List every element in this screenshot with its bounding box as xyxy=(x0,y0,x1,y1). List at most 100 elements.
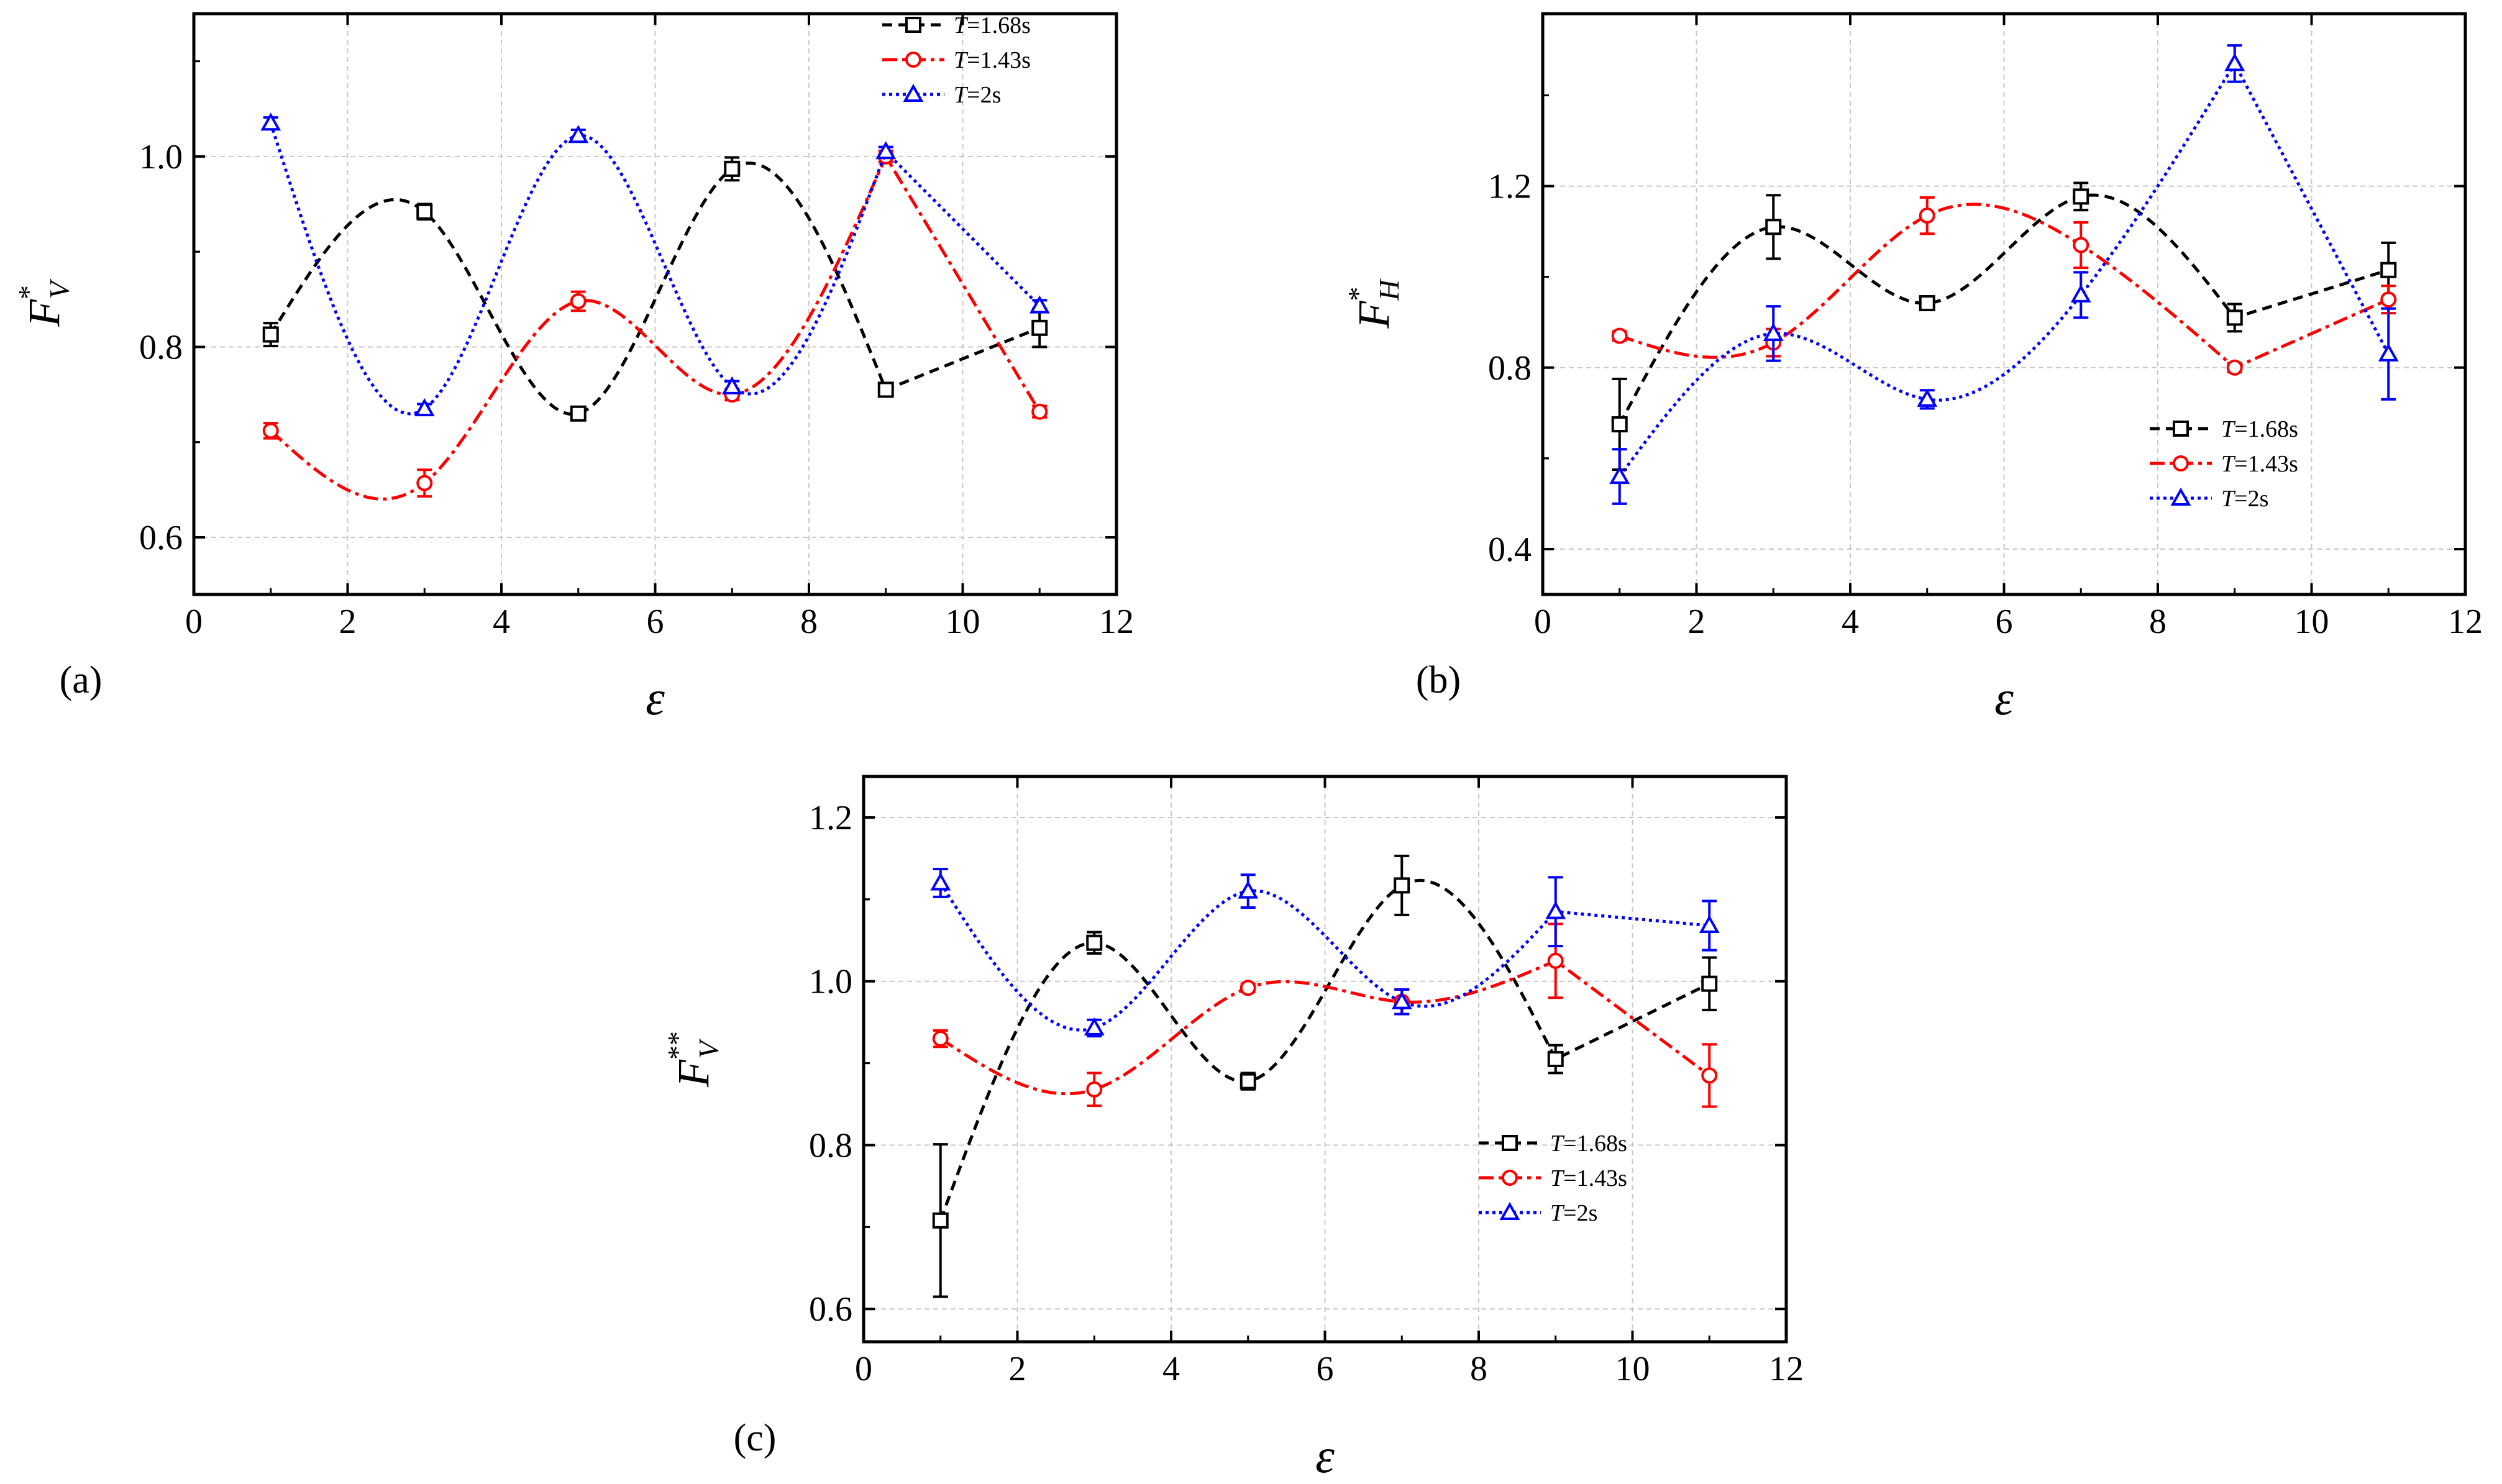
data-point xyxy=(570,405,587,422)
data-point xyxy=(416,475,433,491)
x-axis-title: ε xyxy=(1315,1429,1335,1483)
series-curve xyxy=(1619,203,2390,370)
data-point xyxy=(875,141,897,160)
y-tick-label: 0.6 xyxy=(809,1290,852,1329)
series-3 xyxy=(260,112,1050,417)
y-tick-label: 1.2 xyxy=(809,799,852,837)
legend-label: T=1.68s xyxy=(1550,1131,1627,1157)
legend-marker xyxy=(1499,1201,1520,1220)
y-axis-title-base: F xyxy=(669,1059,718,1088)
x-axis-title: ε xyxy=(1994,671,2014,725)
x-tick-label: 6 xyxy=(1317,1350,1334,1388)
x-tick-label: 4 xyxy=(1162,1350,1180,1388)
legend-marker xyxy=(2173,421,2189,437)
data-point xyxy=(1391,991,1412,1009)
y-tick-label: 0.4 xyxy=(1488,530,1532,569)
y-tick-label: 0.8 xyxy=(1488,349,1532,388)
x-tick-label: 2 xyxy=(339,603,357,641)
data-point xyxy=(877,381,894,398)
data-point xyxy=(2380,262,2397,278)
legend-label: T=1.43s xyxy=(1550,1165,1627,1191)
x-tick-label: 6 xyxy=(647,603,664,641)
x-tick-label: 2 xyxy=(1688,603,1705,641)
data-point xyxy=(1547,952,1564,969)
legend-marker xyxy=(905,17,921,33)
data-point xyxy=(724,160,741,177)
legend-value: =1.68s xyxy=(2234,416,2298,442)
data-point xyxy=(1763,322,1784,341)
legend-value: =1.68s xyxy=(1563,1131,1627,1157)
data-point xyxy=(1238,880,1259,899)
data-point xyxy=(1919,207,1935,224)
data-point xyxy=(1611,416,1628,433)
x-tick-label: 12 xyxy=(2448,603,2483,641)
y-axis-title-sub: V xyxy=(693,1038,724,1058)
series-1 xyxy=(262,156,1048,422)
data-point xyxy=(1086,934,1103,951)
data-point xyxy=(2378,343,2399,362)
y-tick-label: 0.6 xyxy=(139,519,183,557)
x-tick-label: 0 xyxy=(1534,603,1551,641)
data-point xyxy=(2073,237,2089,253)
data-point xyxy=(1701,1067,1718,1084)
legend-label: T=1.68s xyxy=(954,12,1031,39)
data-point xyxy=(570,293,587,309)
y-axis-title-sub: H xyxy=(1373,278,1405,301)
data-point xyxy=(568,125,589,143)
data-point xyxy=(1240,1073,1256,1090)
data-point xyxy=(2226,359,2243,376)
legend-var: T xyxy=(2221,416,2236,442)
data-point xyxy=(1547,1051,1564,1067)
x-tick-label: 12 xyxy=(1099,603,1134,641)
series-2 xyxy=(262,148,1048,501)
data-point xyxy=(414,398,435,417)
data-point xyxy=(1611,327,1628,344)
data-point xyxy=(1029,295,1050,314)
legend-var: T xyxy=(1550,1165,1565,1191)
x-tick-label: 6 xyxy=(1996,603,2013,641)
y-tick-label: 1.2 xyxy=(1488,168,1532,206)
data-point xyxy=(1765,219,1782,235)
legend-var: T xyxy=(954,82,969,108)
legend-label: T=1.43s xyxy=(954,47,1031,73)
data-point xyxy=(1086,1081,1103,1098)
legend-marker xyxy=(2173,455,2189,471)
data-point xyxy=(260,112,281,131)
x-tick-label: 2 xyxy=(1009,1350,1026,1388)
series-3 xyxy=(930,868,1720,1038)
y-axis-title-base: F xyxy=(1349,301,1399,329)
legend-value: =1.43s xyxy=(2234,451,2298,477)
y-axis-title-sup: * xyxy=(12,285,44,299)
legend-marker xyxy=(905,52,921,68)
data-point xyxy=(1919,295,1935,312)
x-tick-label: 8 xyxy=(2149,603,2166,641)
x-tick-label: 12 xyxy=(1769,1350,1804,1388)
legend-var: T xyxy=(1550,1131,1565,1157)
x-tick-label: 0 xyxy=(855,1350,872,1388)
legend-label: T=2s xyxy=(954,82,1001,108)
chart-panel-3: 0 2 4 6 8 10 120.60.81.01.2εF**V(c)T=1.68sT=1.… xyxy=(662,775,1804,1483)
x-tick-label: 10 xyxy=(946,603,980,641)
data-point xyxy=(2224,53,2245,71)
y-axis-title: F*H xyxy=(1342,278,1405,329)
data-point xyxy=(1031,319,1048,336)
data-point xyxy=(416,203,433,220)
x-tick-label: 0 xyxy=(185,603,203,641)
legend-var: T xyxy=(954,12,969,39)
legend-marker xyxy=(1502,1170,1518,1186)
series-curve xyxy=(939,878,1710,1221)
data-point xyxy=(1084,1017,1105,1036)
legend-value: =1.68s xyxy=(967,12,1031,39)
data-point xyxy=(2073,188,2089,205)
data-point xyxy=(2070,284,2091,303)
legend-var: T xyxy=(954,47,969,73)
legend-value: =2s xyxy=(2234,486,2268,512)
panel-label: (c) xyxy=(734,1417,777,1459)
x-tick-label: 8 xyxy=(800,603,818,641)
series-curve xyxy=(939,958,1710,1096)
y-axis-title-sup: ** xyxy=(662,1031,693,1060)
legend-marker xyxy=(903,83,924,102)
legend-value: =1.43s xyxy=(1563,1165,1627,1191)
